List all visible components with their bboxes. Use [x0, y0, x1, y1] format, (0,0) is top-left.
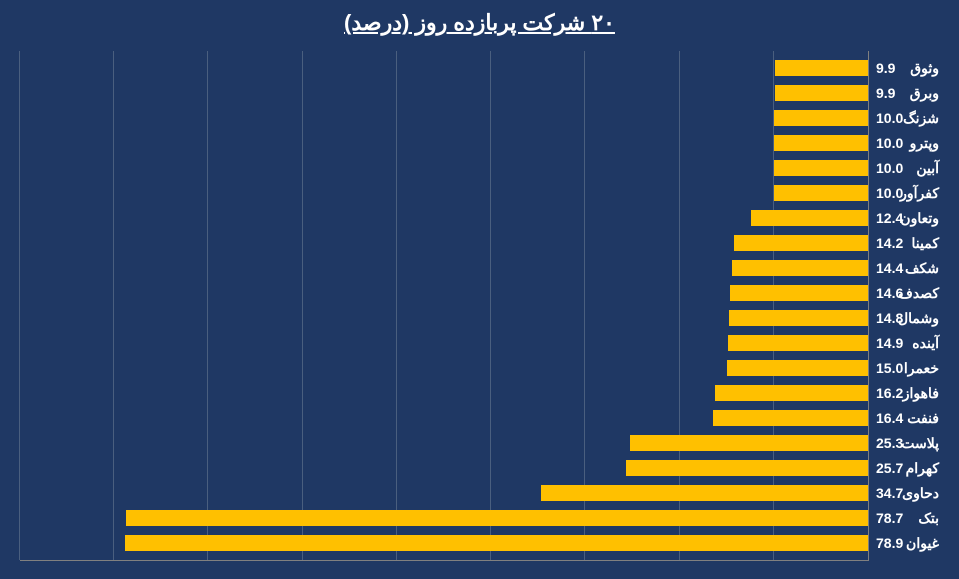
bar-value-label: 14.2: [876, 235, 903, 251]
bar-row: 10.0: [20, 181, 868, 206]
bar-row: 9.9: [20, 56, 868, 81]
bar-value-label: 14.9: [876, 335, 903, 351]
bar-row: 14.9: [20, 330, 868, 355]
bar-value-label: 25.7: [876, 460, 903, 476]
bar: 78.9: [125, 535, 868, 551]
bar-row: 10.0: [20, 131, 868, 156]
bar-row: 14.6: [20, 281, 868, 306]
bar-row: 16.4: [20, 405, 868, 430]
bar: 34.7: [541, 485, 868, 501]
bar: 25.7: [626, 460, 868, 476]
bar: 10.0: [774, 185, 868, 201]
bar-value-label: 10.0: [876, 185, 903, 201]
bar: 16.4: [713, 410, 868, 426]
bar-row: 78.9: [20, 530, 868, 555]
bar-value-label: 25.3: [876, 435, 903, 451]
bar-value-label: 9.9: [876, 85, 895, 101]
bar-value-label: 15.0: [876, 360, 903, 376]
bar-row: 14.4: [20, 256, 868, 281]
bar-value-label: 16.4: [876, 410, 903, 426]
bar: 15.0: [727, 360, 868, 376]
bar: 9.9: [775, 85, 868, 101]
bar-row: 14.2: [20, 231, 868, 256]
bar-row: 14.8: [20, 306, 868, 331]
bar-row: 12.4: [20, 206, 868, 231]
bar-value-label: 14.4: [876, 260, 903, 276]
bar-row: 15.0: [20, 355, 868, 380]
bar-value-label: 14.6: [876, 285, 903, 301]
bar: 14.2: [734, 235, 868, 251]
bar-value-label: 12.4: [876, 210, 903, 226]
bar-row: 25.7: [20, 455, 868, 480]
bar-row: 9.9: [20, 81, 868, 106]
bar: 9.9: [775, 60, 868, 76]
bar: 14.8: [729, 310, 868, 326]
bar: 14.4: [732, 260, 868, 276]
bar-value-label: 78.9: [876, 535, 903, 551]
chart-title: ۲۰ شرکت پربازده روز (درصد): [20, 10, 939, 36]
bar-value-label: 14.8: [876, 310, 903, 326]
bar-value-label: 34.7: [876, 485, 903, 501]
chart-container: ۲۰ شرکت پربازده روز (درصد) وثوقوبرقشزنگو…: [0, 0, 959, 579]
bar-row: 10.0: [20, 156, 868, 181]
bar-value-label: 78.7: [876, 510, 903, 526]
bar-row: 34.7: [20, 480, 868, 505]
bar: 10.0: [774, 160, 868, 176]
bar-value-label: 10.0: [876, 160, 903, 176]
bar-value-label: 9.9: [876, 60, 895, 76]
bar: 16.2: [715, 385, 868, 401]
bar-row: 78.7: [20, 505, 868, 530]
bar: 14.6: [730, 285, 868, 301]
bar-value-label: 10.0: [876, 110, 903, 126]
bar-row: 16.2: [20, 380, 868, 405]
bar: 25.3: [630, 435, 868, 451]
bar: 78.7: [126, 510, 868, 526]
plot-area: 9.9 9.9 10.0 10.0 10.0 10.0 12.4 14.2 14.4 14.6 14…: [20, 51, 869, 561]
bar: 12.4: [751, 210, 868, 226]
bar: 10.0: [774, 135, 868, 151]
bar-row: 25.3: [20, 430, 868, 455]
bar: 14.9: [728, 335, 868, 351]
bar-row: 10.0: [20, 106, 868, 131]
bar-value-label: 16.2: [876, 385, 903, 401]
bar: 10.0: [774, 110, 868, 126]
chart-area: وثوقوبرقشزنگوپتروآبینکفرآوروتعاونکمیناشک…: [20, 51, 939, 561]
bar-value-label: 10.0: [876, 135, 903, 151]
